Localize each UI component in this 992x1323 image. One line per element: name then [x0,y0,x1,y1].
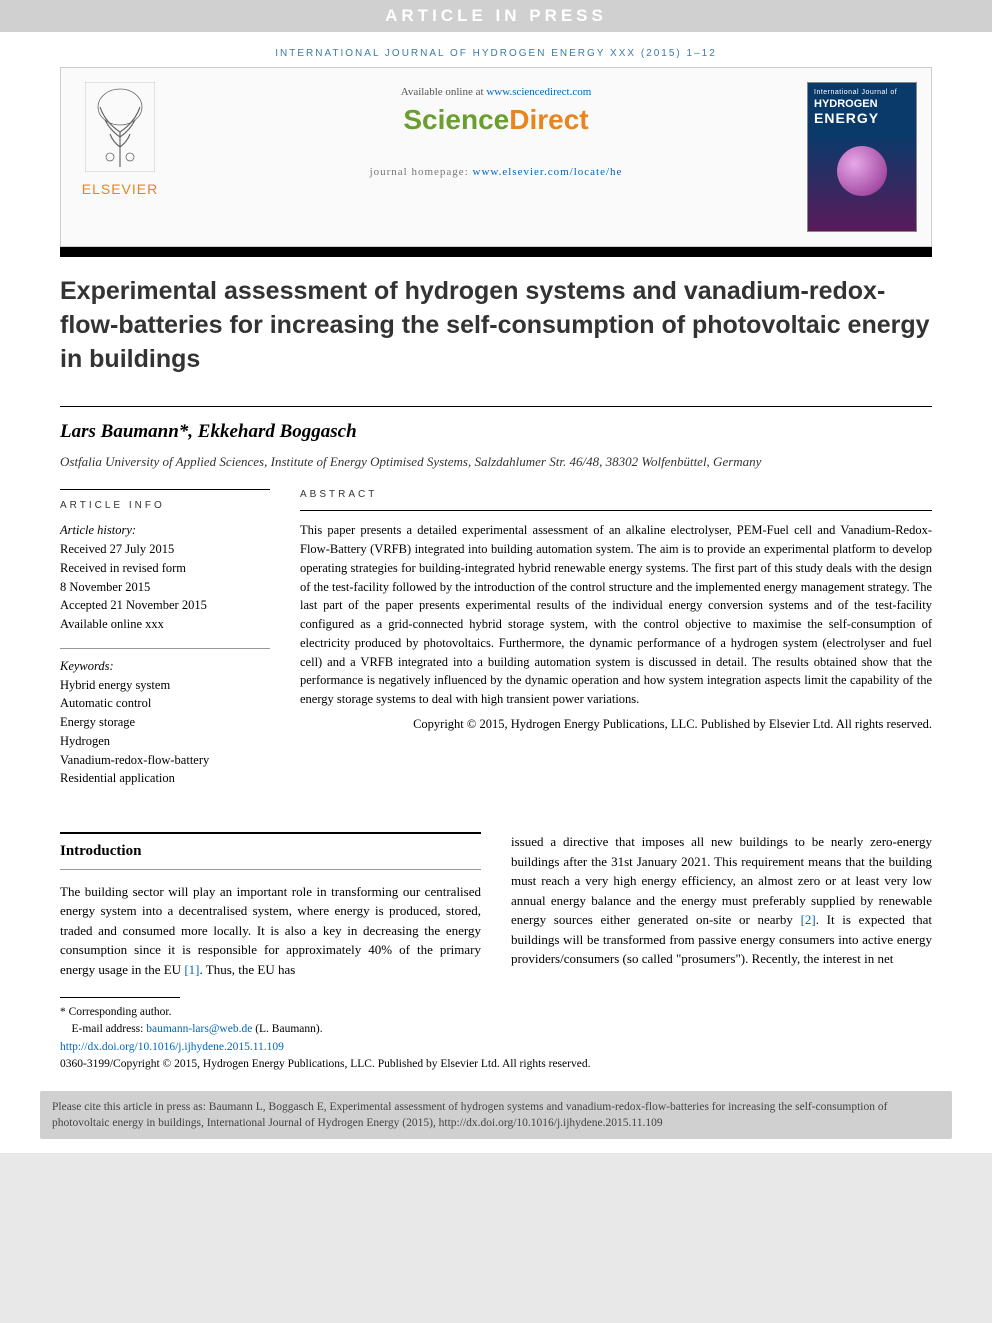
abstract-heading: ABSTRACT [300,489,932,510]
corresponding-author: * Corresponding author. [60,1004,932,1021]
cover-line2: HYDROGEN [814,98,910,110]
article-info-column: ARTICLE INFO Article history: Received 2… [60,489,270,802]
available-prefix: Available online at [401,86,487,98]
keyword-5: Vanadium-redox-flow-battery [60,751,270,770]
sd-logo-part2: Direct [509,104,588,135]
available-online-text: Available online at www.sciencedirect.co… [61,86,931,98]
sciencedirect-logo: ScienceDirect [61,104,931,136]
journal-homepage-line: journal homepage: www.elsevier.com/locat… [61,166,931,178]
intro-paragraph-left: The building sector will play an importa… [60,882,481,980]
reference-link-1[interactable]: [1] [184,962,199,977]
issn-copyright-line: 0360-3199/Copyright © 2015, Hydrogen Ene… [60,1056,932,1073]
email-label: E-mail address: [72,1023,147,1035]
footnote-rule [60,997,180,998]
abstract-text: This paper presents a detailed experimen… [300,510,932,709]
online-date: Available online xxx [60,615,270,634]
body-columns: Introduction The building sector will pl… [0,802,992,989]
article-history: Article history: Received 27 July 2015 R… [60,521,270,634]
email-link[interactable]: baumann-lars@web.de [146,1023,252,1035]
keyword-2: Automatic control [60,694,270,713]
body-column-right: issued a directive that imposes all new … [511,832,932,979]
in-press-banner: ARTICLE IN PRESS [0,0,992,32]
keywords-label: Keywords: [60,657,270,676]
sciencedirect-url-link[interactable]: www.sciencedirect.com [486,86,591,98]
homepage-prefix: journal homepage: [370,166,473,178]
title-top-rule [60,247,932,257]
cover-line3: ENERGY [814,110,910,126]
intro-paragraph-right: issued a directive that imposes all new … [511,832,932,969]
cover-line1: International Journal of [814,89,910,96]
header-center: Available online at www.sciencedirect.co… [61,68,931,178]
revised-line2: 8 November 2015 [60,578,270,597]
title-block: Experimental assessment of hydrogen syst… [0,257,992,386]
abstract-copyright: Copyright © 2015, Hydrogen Energy Public… [300,715,932,734]
elsevier-tree-icon [85,82,155,172]
journal-reference: INTERNATIONAL JOURNAL OF HYDROGEN ENERGY… [0,32,992,67]
body-column-left: Introduction The building sector will pl… [60,832,481,979]
journal-homepage-link[interactable]: www.elsevier.com/locate/he [473,166,623,178]
introduction-heading: Introduction [60,832,481,870]
history-label: Article history: [60,521,270,540]
accepted-date: Accepted 21 November 2015 [60,596,270,615]
keywords-block: Keywords: Hybrid energy system Automatic… [60,657,270,788]
elsevier-logo: ELSEVIER [75,82,165,197]
keyword-3: Energy storage [60,713,270,732]
abstract-column: ABSTRACT This paper presents a detailed … [300,489,932,802]
authors: Lars Baumann*, Ekkehard Boggasch [0,407,992,453]
revised-line1: Received in revised form [60,559,270,578]
journal-cover-thumbnail: International Journal of HYDROGEN ENERGY [807,82,917,232]
footnote-block: * Corresponding author. E-mail address: … [0,989,992,1083]
sd-logo-part1: Science [403,104,509,135]
article-info-heading: ARTICLE INFO [60,489,270,521]
doi-link[interactable]: http://dx.doi.org/10.1016/j.ijhydene.201… [60,1041,284,1053]
received-date: Received 27 July 2015 [60,540,270,559]
cover-graphic-icon [837,146,887,196]
citation-box: Please cite this article in press as: Ba… [40,1091,952,1139]
info-abstract-row: ARTICLE INFO Article history: Received 2… [0,489,992,802]
email-suffix: (L. Baumann). [252,1023,322,1035]
info-divider [60,648,270,649]
keyword-6: Residential application [60,769,270,788]
keyword-1: Hybrid energy system [60,676,270,695]
intro-text-1b: . Thus, the EU has [199,962,295,977]
page-container: ARTICLE IN PRESS INTERNATIONAL JOURNAL O… [0,0,992,1153]
email-line: E-mail address: baumann-lars@web.de (L. … [60,1021,932,1038]
affiliation: Ostfalia University of Applied Sciences,… [0,453,992,489]
elsevier-label: ELSEVIER [75,181,165,197]
article-title: Experimental assessment of hydrogen syst… [60,275,932,376]
header-box: ELSEVIER Available online at www.science… [60,67,932,247]
keyword-4: Hydrogen [60,732,270,751]
reference-link-2[interactable]: [2] [801,912,816,927]
